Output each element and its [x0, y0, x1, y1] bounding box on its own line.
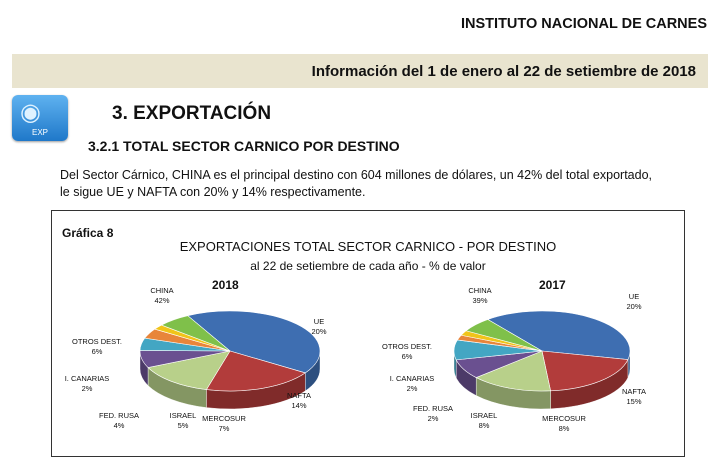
pie-2017-label-nafta: NAFTA [622, 387, 646, 396]
pie-2017-value-fed-rusa: 2% [428, 414, 439, 423]
pie-2017-slice-otros-dest- [465, 319, 543, 352]
pie-2018-value-china: 42% [154, 296, 169, 305]
period-banner: Información del 1 de enero al 22 de seti… [12, 54, 708, 88]
pie-2018-label-fed-rusa: FED. RUSA [99, 411, 139, 420]
chart-title: EXPORTACIONES TOTAL SECTOR CARNICO - POR… [179, 239, 557, 254]
pie-2017-value-nafta: 15% [626, 397, 641, 406]
pie-year-2017: 2017 [539, 278, 566, 292]
pie-2017-slice-ue [541, 350, 629, 392]
pie-2017-label-ue: UE [629, 292, 639, 301]
pie-2018-slice-nafta [147, 350, 231, 390]
pie-2017-label-fed-rusa: FED. RUSA [413, 404, 453, 413]
pie-2018-label-ue: UE [314, 317, 324, 326]
pie-2017-slice-nafta [475, 350, 551, 392]
pie-2018-label-nafta: NAFTA [287, 391, 311, 400]
chart-subtitle: al 22 de setiembre de cada año - % de va… [250, 259, 486, 273]
pie-2017-value-mercosur: 8% [559, 424, 570, 433]
pie-2018-label-i-canarias: I. CANARIAS [65, 374, 110, 383]
chart-container: Gráfica 8 EXPORTACIONES TOTAL SECTOR CAR… [51, 210, 685, 457]
pie-2017-value-china: 39% [472, 296, 487, 305]
export-globe-icon: ◉ EXP [12, 95, 68, 141]
period-text: Información del 1 de enero al 22 de seti… [311, 63, 696, 80]
pie-2018-slice-china [187, 310, 321, 374]
pie-2018-value-fed-rusa: 4% [114, 421, 125, 430]
section-paragraph: Del Sector Cárnico, CHINA es el principa… [60, 168, 652, 199]
pie-2017-label-israel: ISRAEL [471, 411, 498, 420]
pie-2018-value-mercosur: 7% [219, 424, 230, 433]
pie-2018-label-israel: ISRAEL [170, 411, 197, 420]
pie-2017-value-otros-dest-: 6% [402, 352, 413, 361]
pie-2018-slice-otros-dest- [160, 315, 231, 352]
pie-charts: CHINA42%UE20%NAFTA14%MERCOSUR7%ISRAEL5%F… [65, 286, 646, 433]
pie-year-2018: 2018 [212, 278, 239, 292]
export-icon-caption: EXP [31, 128, 48, 137]
pie-2018-label-mercosur: MERCOSUR [202, 414, 246, 423]
pie-2018-value-otros-dest-: 6% [92, 347, 103, 356]
pie-2018-value-ue: 20% [311, 327, 326, 336]
section-title: 3. EXPORTACIÓN [112, 103, 272, 124]
pie-2018-slice-ue [205, 350, 307, 392]
pie-2017-slice-china [487, 310, 631, 360]
pie-2018-value-nafta: 14% [291, 401, 306, 410]
pie-2017-label-mercosur: MERCOSUR [542, 414, 586, 423]
figure-label: Gráfica 8 [62, 226, 114, 240]
pie-2017-label-i-canarias: I. CANARIAS [390, 374, 435, 383]
pie-2018-value-israel: 5% [178, 421, 189, 430]
globe-icon: ◉ [20, 99, 41, 126]
pie-2017-value-israel: 8% [479, 421, 490, 430]
pie-2017-label-otros-dest-: OTROS DEST. [382, 342, 432, 351]
pie-2017-value-ue: 20% [626, 302, 641, 311]
pie-2018-label-otros-dest-: OTROS DEST. [72, 337, 122, 346]
organization-name: INSTITUTO NACIONAL DE CARNES [461, 16, 707, 32]
pie-2017-value-i-canarias: 2% [407, 384, 418, 393]
pie-2018-label-china: CHINA [150, 286, 173, 295]
pie-2017-label-china: CHINA [468, 286, 491, 295]
section-subtitle: 3.2.1 TOTAL SECTOR CARNICO POR DESTINO [88, 138, 400, 154]
pie-2018-value-i-canarias: 2% [82, 384, 93, 393]
